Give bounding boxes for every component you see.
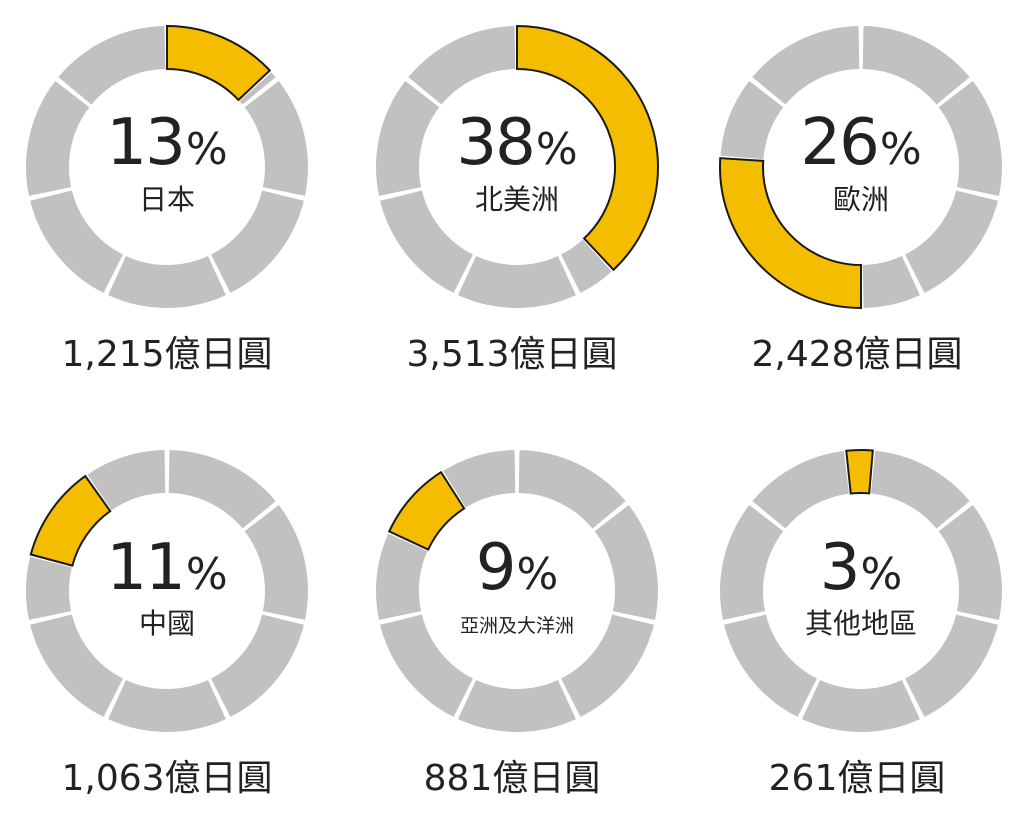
donut-remainder-segment	[168, 450, 276, 529]
percent-label-asia-oceania: 9%	[475, 531, 559, 605]
region-label-europe: 歐洲	[832, 183, 889, 216]
donut-remainder-segment	[561, 614, 654, 717]
donut-remainder-segment	[30, 614, 123, 717]
donut-remainder-segment	[905, 614, 998, 717]
donut-remainder-segment	[244, 81, 309, 196]
amount-label-china: 1,063億日圓	[61, 758, 273, 799]
donut-asia-oceania	[375, 450, 659, 732]
donut-japan	[25, 24, 309, 308]
donut-remainder-segment	[211, 190, 304, 293]
donut-remainder-segment	[719, 505, 784, 620]
amount-label-europe: 2,428億日圓	[751, 334, 963, 375]
amount-label-japan: 1,215億日圓	[61, 334, 273, 375]
donut-remainder-segment	[862, 256, 920, 308]
percent-label-europe: 26%	[800, 106, 922, 180]
donut-remainder-segment	[802, 680, 920, 732]
donut-remainder-segment	[87, 450, 166, 511]
donut-europe	[719, 26, 1002, 310]
percent-label-japan: 13%	[106, 106, 228, 180]
donut-remainder-segment	[458, 256, 576, 308]
donut-remainder-segment	[376, 81, 440, 196]
region-label-north-america: 北美洲	[474, 183, 559, 216]
region-label-japan: 日本	[138, 183, 195, 216]
donut-remainder-segment	[724, 614, 817, 717]
donut-remainder-segment	[108, 680, 226, 732]
donut-remainder-segment	[375, 533, 428, 620]
donut-highlight-slice-europe	[719, 157, 862, 310]
donut-remainder-segment	[408, 26, 516, 105]
donut-remainder-segment	[443, 450, 516, 508]
donut-remainder-segment	[239, 72, 276, 105]
donut-remainder-segment	[211, 614, 304, 717]
donut-remainder-segment	[244, 505, 309, 620]
donut-highlight-slice-china	[29, 474, 112, 567]
percent-label-north-america: 38%	[456, 106, 578, 180]
amount-label-north-america: 3,513億日圓	[406, 334, 618, 375]
donut-remainder-segment	[905, 190, 998, 293]
donut-remainder-segment	[938, 505, 1002, 620]
donut-highlight-slice-japan	[166, 24, 272, 102]
donut-remainder-segment	[752, 26, 860, 105]
region-label-other-regions: 其他地區	[804, 607, 917, 640]
donut-other-regions	[719, 449, 1002, 732]
donut-remainder-segment	[720, 81, 784, 160]
donut-remainder-segment	[862, 26, 970, 105]
donut-remainder-segment	[380, 614, 473, 717]
donut-north-america	[376, 24, 659, 308]
donut-remainder-segment	[25, 81, 90, 196]
donut-china	[26, 450, 309, 732]
percent-label-other-regions: 3%	[819, 531, 903, 605]
donut-remainder-segment	[594, 505, 659, 620]
donut-remainder-segment	[938, 81, 1002, 196]
donut-highlight-slice-other-regions	[845, 449, 874, 495]
donut-remainder-segment	[870, 450, 970, 529]
donut-remainder-segment	[58, 26, 166, 105]
donut-remainder-segment	[752, 451, 850, 529]
donut-remainder-segment	[108, 256, 226, 308]
donut-remainder-segment	[30, 190, 123, 293]
donut-highlight-slice-north-america	[516, 24, 659, 272]
donut-remainder-segment	[26, 556, 72, 620]
donut-remainder-segment	[458, 680, 576, 732]
donut-remainder-segment	[380, 190, 473, 293]
donut-remainder-segment	[561, 239, 612, 293]
donut-remainder-segment	[518, 450, 626, 529]
amount-label-asia-oceania: 881億日圓	[423, 758, 601, 799]
amount-label-other-regions: 261億日圓	[768, 758, 946, 799]
donut-highlight-slice-asia-oceania	[387, 470, 466, 551]
region-label-china: 中國	[138, 607, 195, 640]
region-label-asia-oceania: 亞洲及大洋洲	[459, 615, 574, 637]
percent-label-china: 11%	[106, 531, 228, 605]
